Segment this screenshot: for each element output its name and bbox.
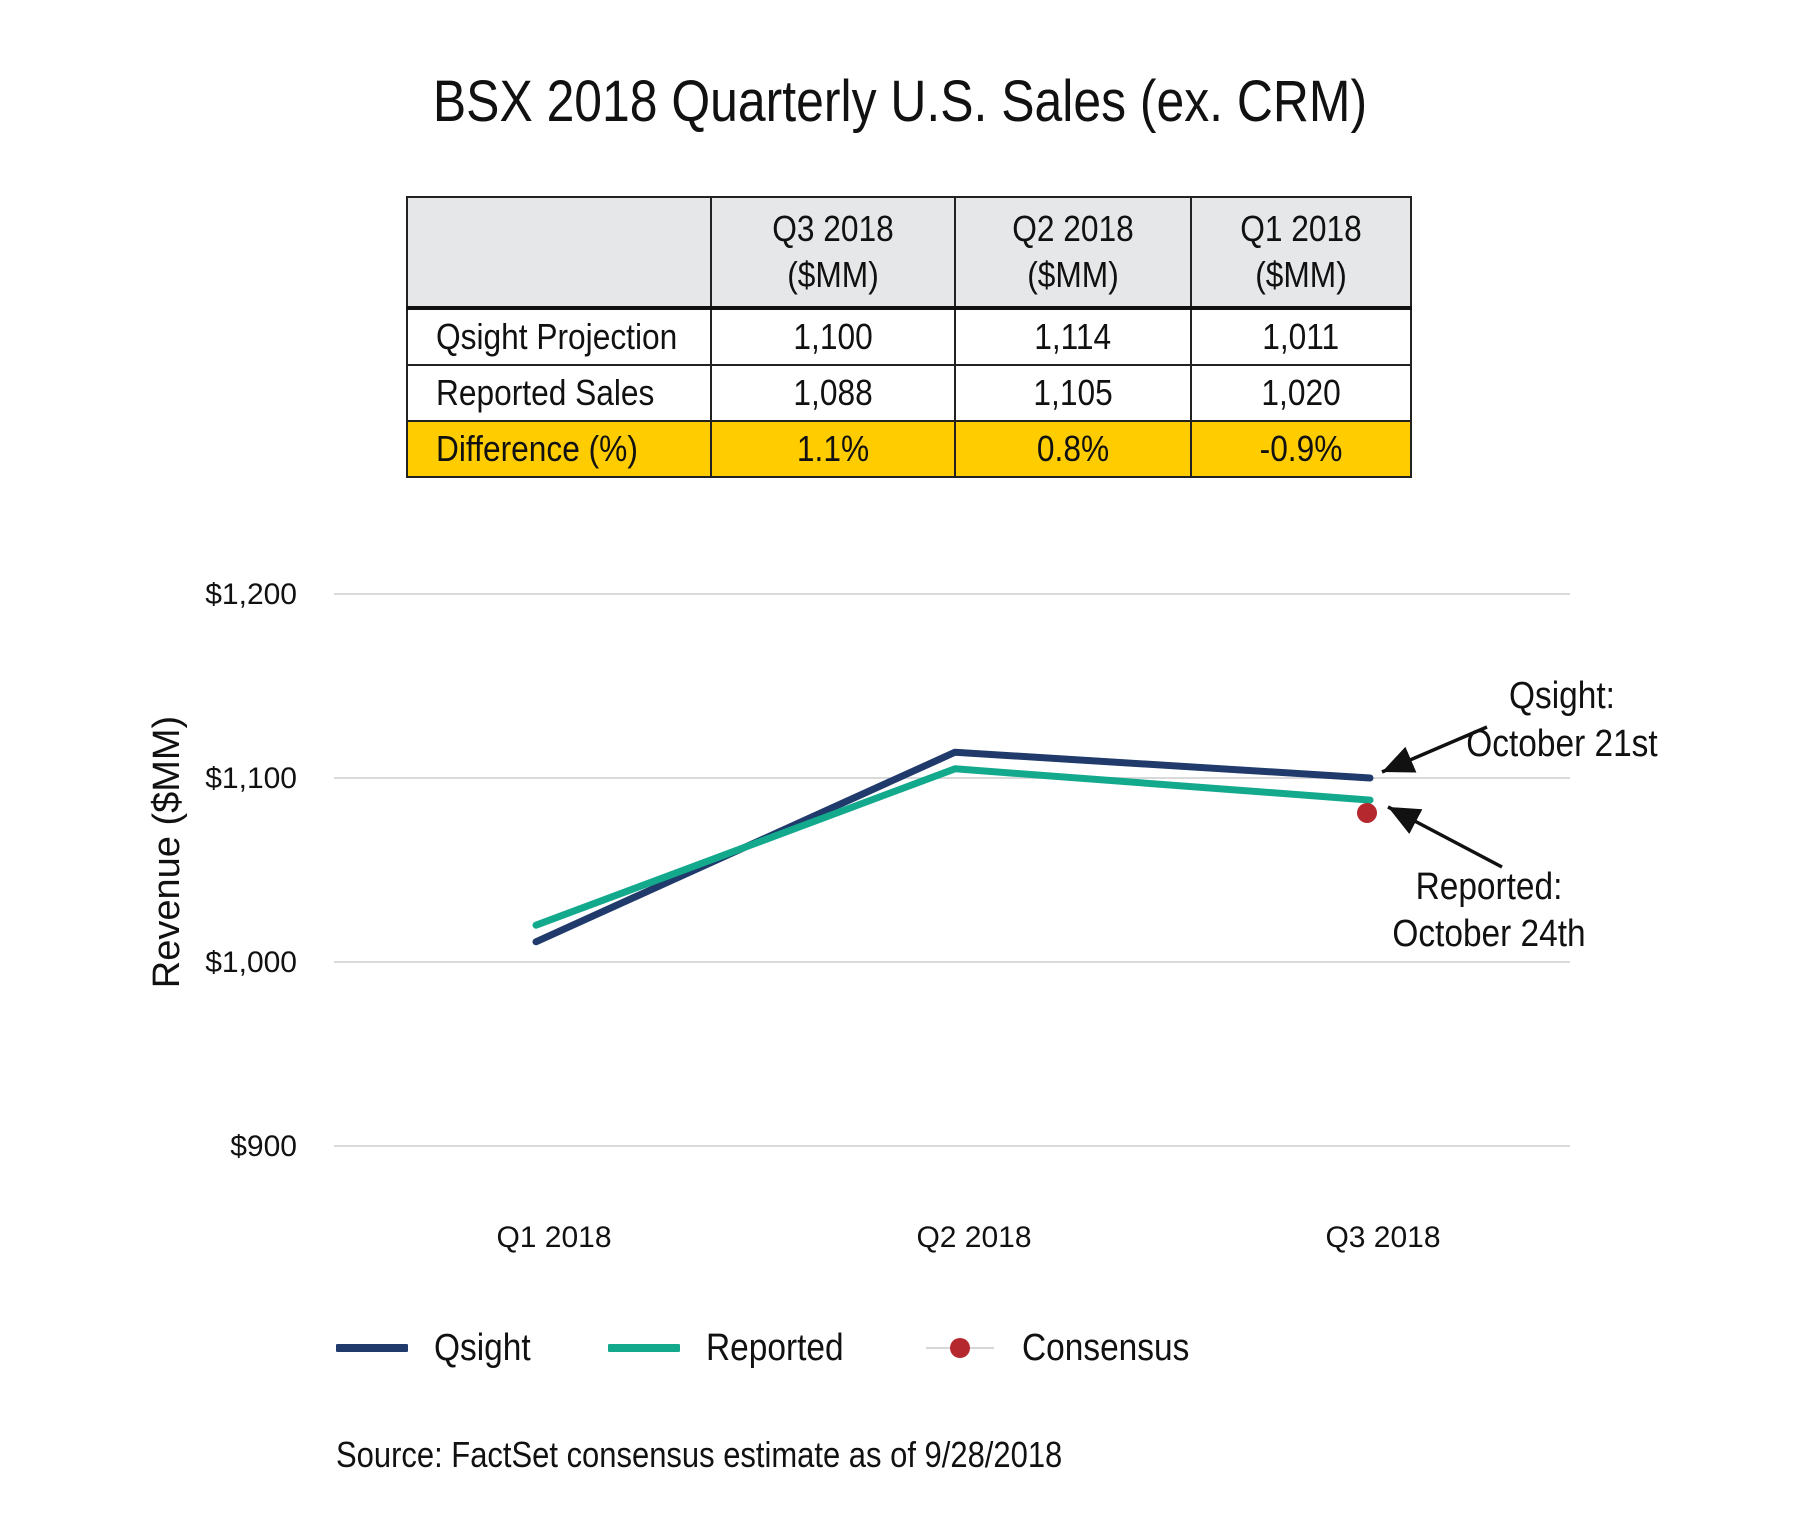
table-cell: 1.1% [710, 420, 956, 478]
series-point-qsight [1370, 778, 1371, 779]
series-point-qsight [536, 941, 537, 942]
cell-value: 1.1% [796, 428, 870, 469]
cell-value: 1,105 [1033, 372, 1113, 413]
table-row-qsight-projection: Qsight Projection 1,100 1,114 1,011 [406, 307, 1412, 366]
y-tick-label: $900 [230, 1130, 297, 1163]
table-header-label: Q1 2018 [1240, 208, 1362, 249]
series-line-qsight [532, 748, 1374, 946]
table-row-difference: Difference (%) 1.1% 0.8% -0.9% [406, 420, 1412, 478]
cell-value: 1,020 [1261, 372, 1341, 413]
legend-swatch-reported [608, 1344, 680, 1352]
legend-label-reported: Reported [706, 1326, 844, 1369]
consensus-point [1357, 802, 1377, 823]
cell-value: -0.9% [1259, 428, 1343, 469]
y-axis-tick-labels: $900 $1,000 $1,100 $1,200 [205, 578, 297, 1163]
table-header-q3: Q3 2018 ($MM) [710, 196, 956, 310]
y-axis-label: Revenue ($MM) [146, 716, 188, 988]
table-cell: 1,100 [710, 307, 956, 366]
series-lines [532, 748, 1377, 946]
row-label: Difference (%) [406, 420, 712, 478]
table-header-corner [406, 196, 712, 310]
grid-lines [334, 593, 1570, 1147]
annotation-text: October 21st [1466, 722, 1657, 764]
table-header-label: Q2 2018 [1012, 208, 1134, 249]
chart-legend: Qsight Reported Consensus [336, 1318, 1336, 1378]
table-header-unit: ($MM) [787, 254, 879, 295]
annotations: Qsight: October 21st Reported: October 24th [1381, 674, 1658, 954]
table-cell: 1,105 [954, 364, 1192, 422]
row-label: Reported Sales [406, 364, 712, 422]
row-label-text: Qsight Projection [436, 316, 678, 357]
table-row-reported-sales: Reported Sales 1,088 1,105 1,020 [406, 364, 1412, 422]
y-tick-label: $1,100 [205, 762, 297, 795]
table-header-q2: Q2 2018 ($MM) [954, 196, 1192, 310]
row-label-text: Reported Sales [436, 372, 655, 413]
x-tick-label: Q1 2018 [496, 1221, 611, 1254]
table-header-q1: Q1 2018 ($MM) [1190, 196, 1412, 310]
annotation-arrow-qsight [1381, 725, 1488, 774]
table-cell: 0.8% [954, 420, 1192, 478]
annotation-text: October 24th [1392, 912, 1585, 954]
y-tick-label: $1,200 [205, 578, 297, 611]
legend-label-consensus: Consensus [1022, 1326, 1190, 1369]
table-cell: 1,114 [954, 307, 1192, 366]
series-point-reported [536, 925, 537, 926]
table-header-row: Q3 2018 ($MM) Q2 2018 ($MM) Q1 2018 ($MM… [406, 196, 1412, 310]
row-label: Qsight Projection [406, 307, 712, 366]
x-tick-label: Q2 2018 [916, 1221, 1031, 1254]
series-point-qsight [955, 752, 956, 753]
table-header-unit: ($MM) [1255, 254, 1347, 295]
cell-value: 1,088 [793, 372, 873, 413]
table-cell: -0.9% [1190, 420, 1412, 478]
series-point-reported [1370, 800, 1371, 801]
source-note: Source: FactSet consensus estimate as of… [336, 1434, 1063, 1475]
legend-item-reported: Reported [608, 1318, 862, 1378]
table-header-label: Q3 2018 [772, 208, 894, 249]
row-label-text: Difference (%) [436, 428, 638, 469]
cell-value: 0.8% [1036, 428, 1110, 469]
table-cell: 1,020 [1190, 364, 1412, 422]
annotation-arrow-reported [1387, 805, 1503, 869]
legend-swatch-consensus [926, 1338, 994, 1358]
legend-swatch-qsight [336, 1344, 408, 1352]
cell-value: 1,011 [1262, 316, 1340, 357]
table-cell: 1,011 [1190, 307, 1412, 366]
summary-table: Q3 2018 ($MM) Q2 2018 ($MM) Q1 2018 ($MM… [406, 196, 1412, 478]
y-tick-label: $1,000 [205, 946, 297, 979]
chart-title: BSX 2018 Quarterly U.S. Sales (ex. CRM) [432, 69, 1368, 134]
x-axis-tick-labels: Q1 2018 Q2 2018 Q3 2018 [496, 1221, 1440, 1254]
legend-label-qsight: Qsight [434, 1326, 531, 1369]
legend-item-consensus: Consensus [924, 1318, 1212, 1378]
series-point-reported [955, 768, 956, 769]
annotation-text: Qsight: [1509, 674, 1615, 716]
series-line-reported [532, 765, 1374, 929]
x-tick-label: Q3 2018 [1325, 1221, 1440, 1254]
table-header-unit: ($MM) [1027, 254, 1119, 295]
legend-item-qsight: Qsight [336, 1318, 544, 1378]
annotation-text: Reported: [1416, 865, 1563, 907]
cell-value: 1,114 [1034, 316, 1112, 357]
cell-value: 1,100 [793, 316, 873, 357]
table-cell: 1,088 [710, 364, 956, 422]
